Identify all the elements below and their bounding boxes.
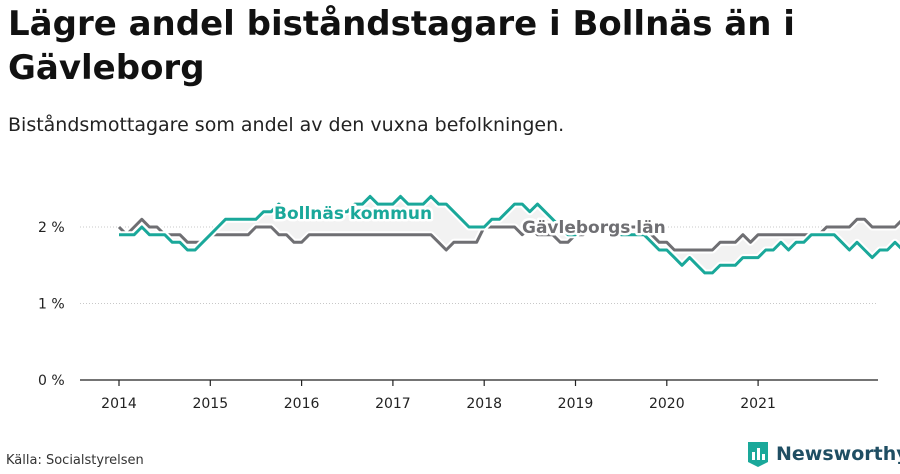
y-tick-label: 0 % (38, 373, 65, 389)
chart-title: Lägre andel biståndstagare i Bollnäs än … (8, 4, 795, 88)
series-lines (116, 192, 900, 277)
x-tick-label: 2016 (284, 396, 320, 412)
series-label: Gävleborgs län (522, 218, 666, 238)
area-between-series (119, 196, 900, 273)
x-tick-label: 2017 (375, 396, 411, 412)
x-tick-label: 2015 (192, 396, 228, 412)
x-tick-label: 2020 (649, 396, 685, 412)
brand-name: Newsworthy (776, 443, 900, 465)
source-note: Källa: Socialstyrelsen (6, 453, 144, 468)
x-tick-label: 2014 (101, 396, 137, 412)
y-tick-label: 2 % (38, 220, 65, 236)
y-tick-label: 1 % (38, 297, 65, 313)
x-tick-label: 2021 (740, 396, 776, 412)
x-tick-label: 2018 (466, 396, 502, 412)
area-between-series-fill (119, 196, 900, 273)
line-chart: 0 %1 %2 % 2014 2015 2016 2017 2018 2019 2020 20… (38, 192, 900, 412)
x-tick-label: 2019 (558, 396, 594, 412)
brand-logo: Newsworthy (746, 440, 900, 468)
newsworthy-icon (748, 442, 768, 467)
chart-subtitle: Biståndsmottagare som andel av den vuxna… (8, 114, 565, 136)
bollnas-line (119, 194, 900, 275)
x-axis: 2014 2015 2016 2017 2018 2019 2020 2021 (80, 379, 878, 412)
series-label: Bollnäs kommun (274, 204, 432, 224)
